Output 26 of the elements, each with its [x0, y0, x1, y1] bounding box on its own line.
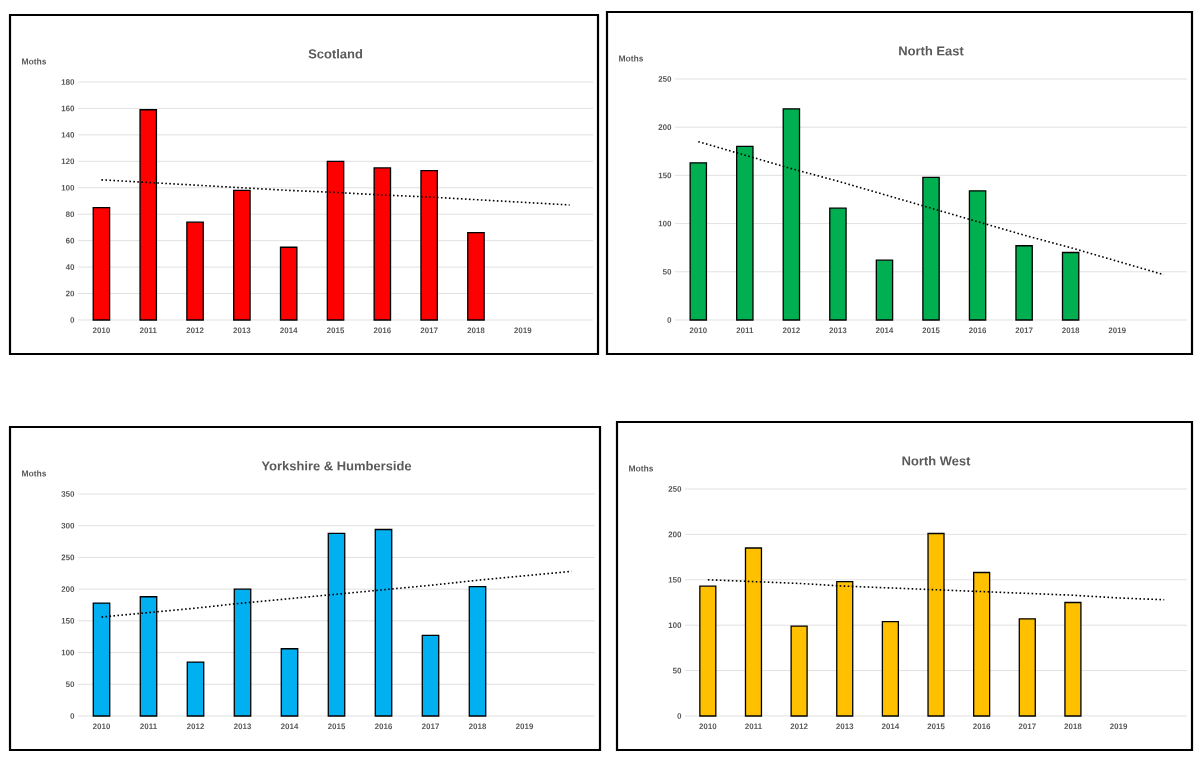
bar: [1064, 601, 1082, 717]
y-axis-title: Moths: [22, 58, 47, 65]
bar: [829, 207, 847, 321]
bar: [1018, 618, 1036, 717]
bar: [875, 259, 894, 321]
bar: [468, 585, 487, 717]
chart-title: North West: [902, 455, 971, 466]
bar: [790, 625, 808, 717]
bar: [699, 585, 717, 717]
bar: [92, 206, 111, 321]
chart-title: North East: [899, 45, 964, 56]
y-axis-title: Moths: [22, 470, 47, 477]
bar: [421, 634, 440, 717]
bar: [280, 648, 299, 717]
y-axis-title: Moths: [629, 465, 654, 472]
chart-title: Yorkshire & Humberside: [261, 460, 412, 471]
bar: [186, 221, 204, 321]
bar: [186, 661, 205, 717]
bar: [689, 162, 708, 321]
bar: [1061, 251, 1080, 321]
bar: [279, 246, 298, 321]
y-axis-title: Moths: [619, 55, 644, 62]
bar: [1015, 245, 1033, 321]
bar: [467, 232, 485, 321]
bar: [881, 620, 900, 717]
chart-title: Scotland: [308, 48, 363, 59]
